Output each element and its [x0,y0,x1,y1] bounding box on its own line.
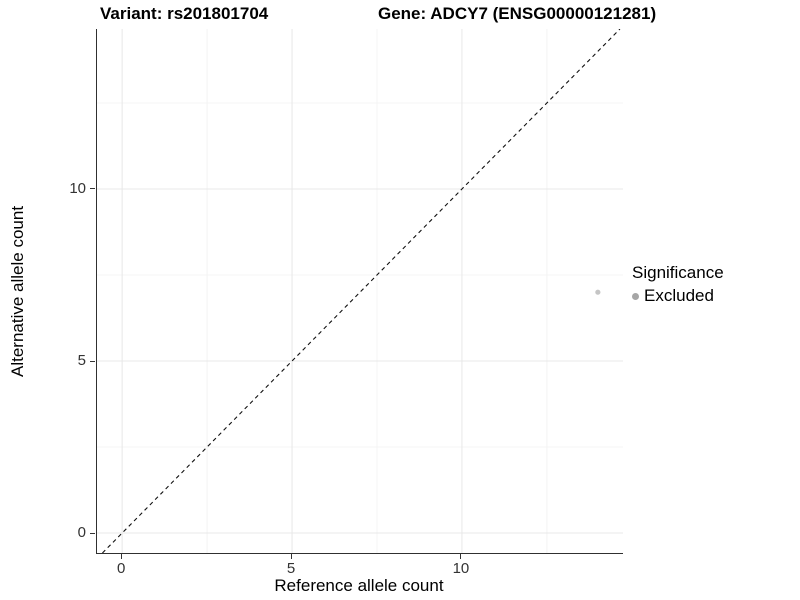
legend-item-label: Excluded [644,286,714,305]
y-axis-title: Alternative allele count [8,205,27,377]
x-tick-label: 0 [116,560,126,577]
plot-area [97,29,623,553]
y-tick-mark [90,188,95,190]
x-tick-label: 5 [286,560,296,577]
identity-line [102,29,621,553]
legend-item-excluded: Excluded [632,286,724,306]
plot-panel [96,29,623,554]
plot-title-variant: Variant: rs201801704 [100,4,269,23]
y-tick-label: 10 [69,179,86,197]
legend-title: Significance [632,263,724,282]
y-tick-label: 5 [77,352,86,370]
plot-title-gene: Gene: ADCY7 (ENSG00000121281) [378,4,657,23]
data-point [595,289,601,295]
x-tick-label: 10 [452,560,470,577]
x-tick-mark [460,554,462,559]
y-tick-mark [90,532,95,534]
y-tick-label: 0 [77,524,86,542]
legend: Significance Excluded [632,263,724,306]
y-tick-mark [90,360,95,362]
x-axis-title: Reference allele count [274,576,444,595]
legend-point-icon [632,292,639,300]
x-tick-mark [120,554,122,559]
x-tick-mark [290,554,292,559]
